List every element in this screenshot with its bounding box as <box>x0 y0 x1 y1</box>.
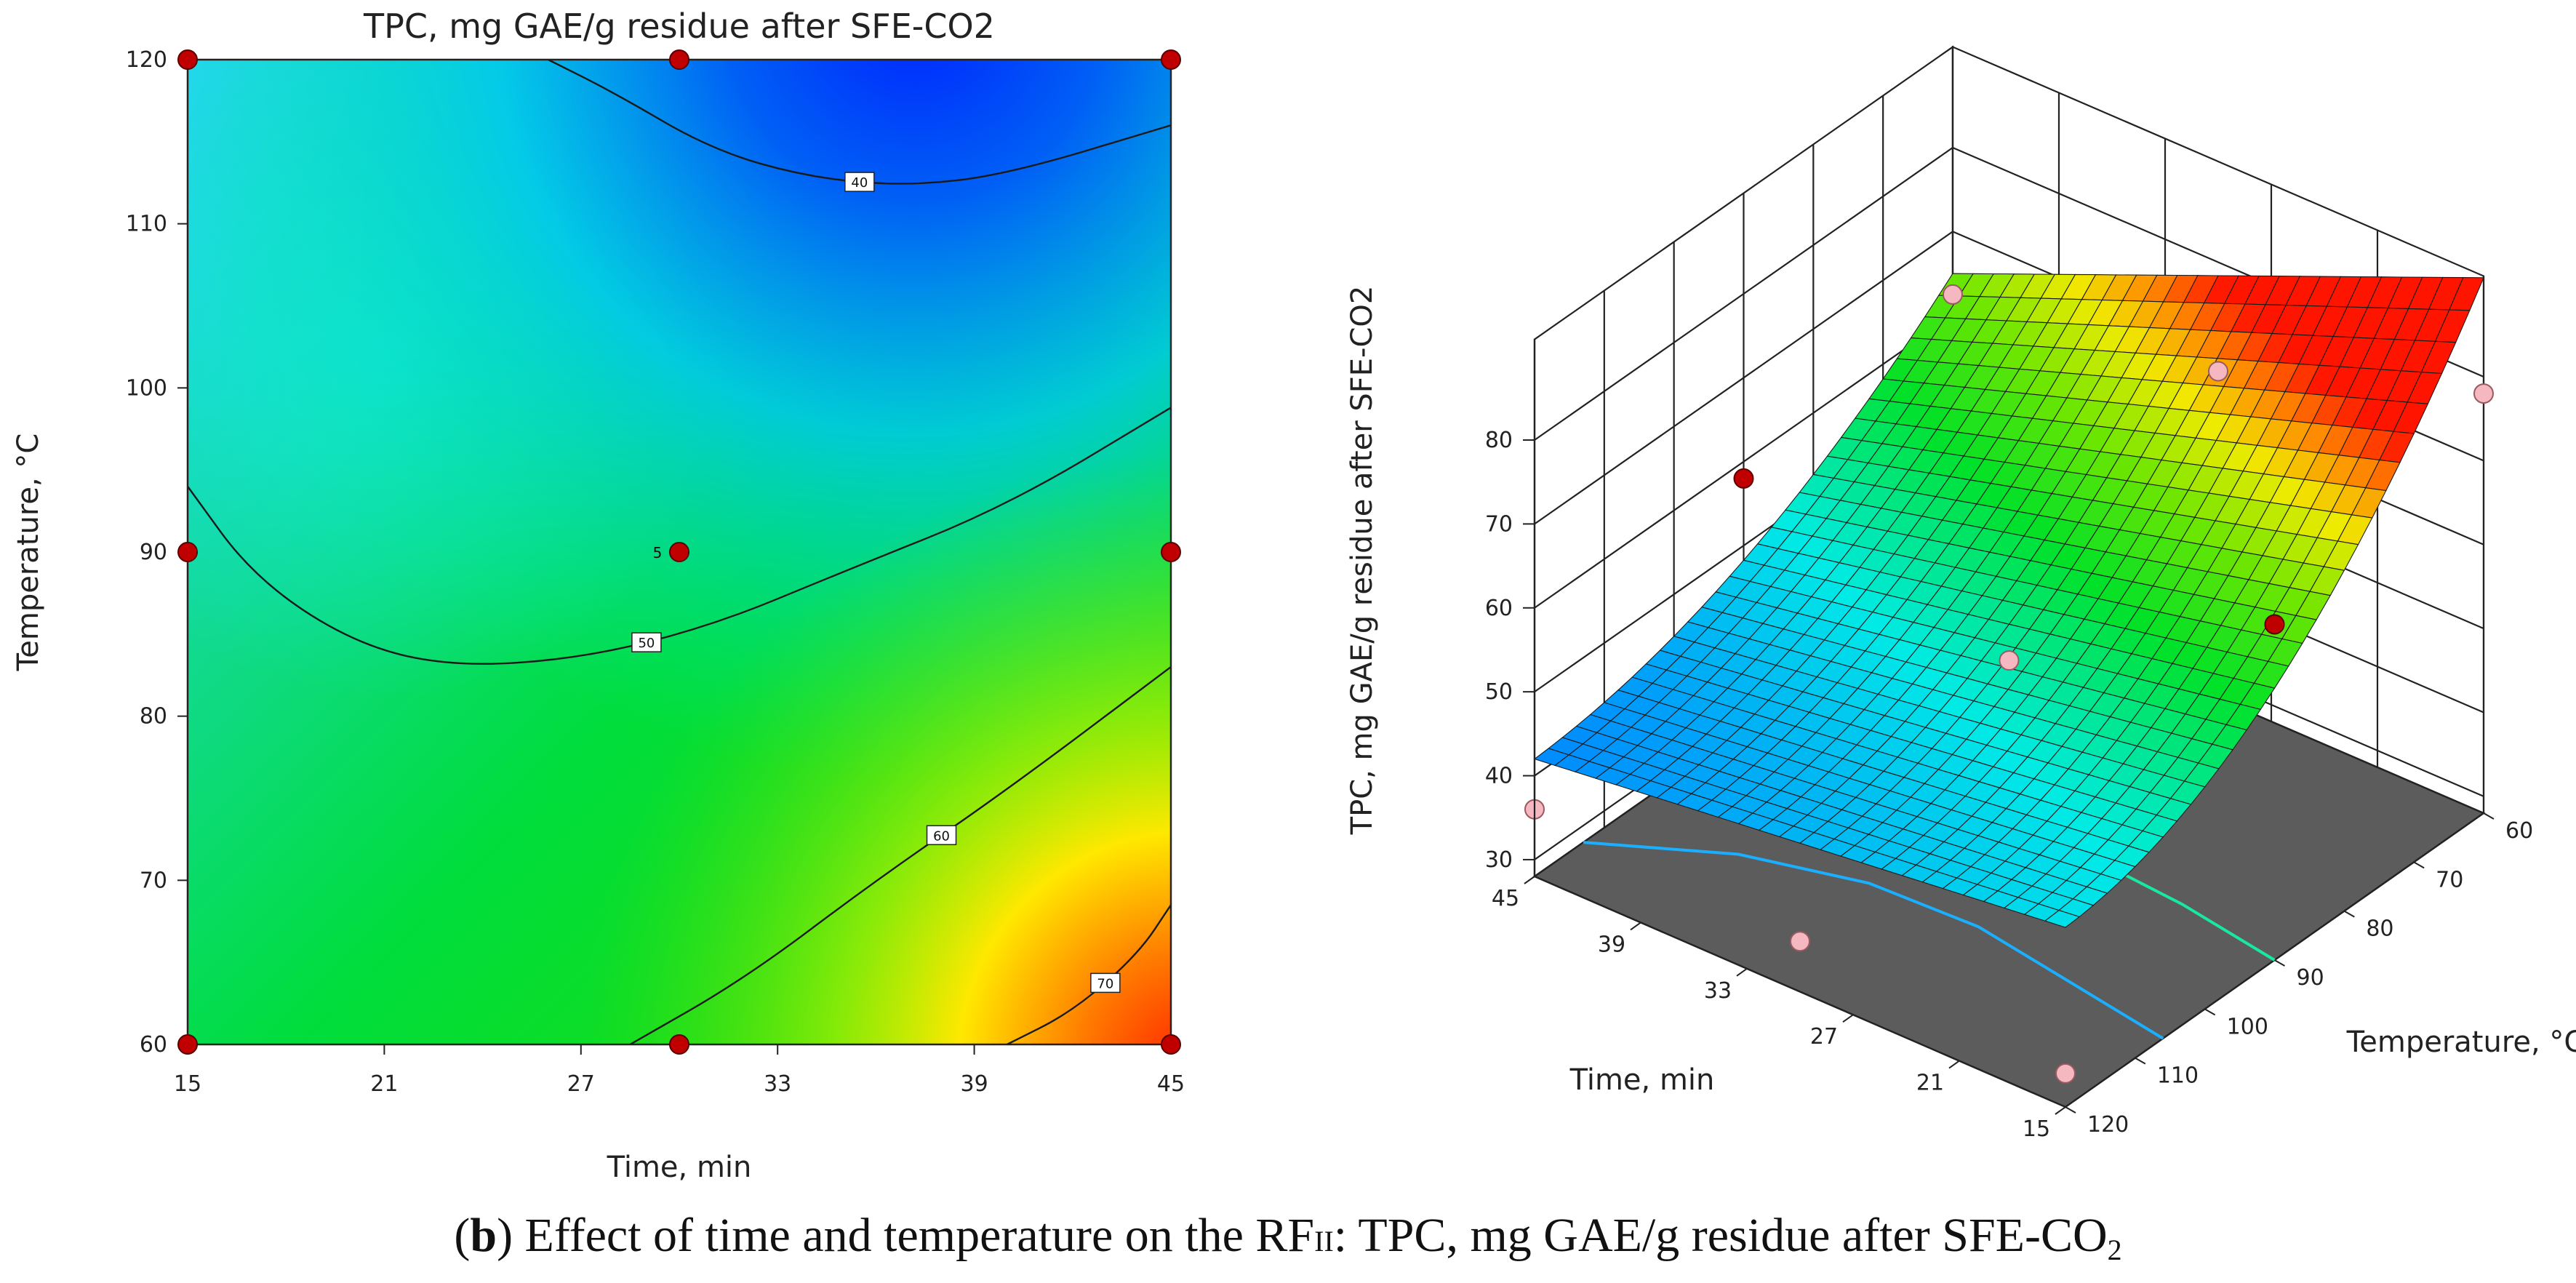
caption-subscript-2: 2 <box>2108 1234 2122 1266</box>
temperature-tick-label: 100 <box>2227 1014 2268 1039</box>
caption-text-2: : TPC, mg GAE/g residue after SFE-CO <box>1334 1209 2108 1262</box>
time-tick-label: 45 <box>1492 886 1519 911</box>
surface-design-point <box>2473 383 2494 404</box>
surface-design-point <box>1999 650 2020 671</box>
center-point-count: 5 <box>653 544 663 561</box>
surface-axes: 30 40 50 60 70 80 15 21 27 33 39 45 60 70 80 90 100 110 12… <box>1485 339 2533 1142</box>
surface-mesh <box>1533 273 2484 928</box>
design-point <box>1161 49 1181 70</box>
design-point <box>1161 542 1181 562</box>
surface-temperature-axis-label: Temperature, °C <box>2346 1026 2576 1059</box>
temperature-tick-label: 70 <box>2436 867 2463 892</box>
contour-line-70 <box>1007 904 1172 1046</box>
time-tick-mark <box>1736 967 1748 977</box>
temperature-tick-mark <box>2065 1106 2076 1114</box>
time-tick-label: 39 <box>1598 932 1625 957</box>
time-tick-mark <box>1948 1060 1960 1069</box>
surface-design-point <box>1790 931 1810 952</box>
y-tick-label: 70 <box>140 868 167 893</box>
time-tick-label: 33 <box>1704 978 1732 1004</box>
x-tick-label: 21 <box>370 1071 398 1097</box>
surface-design-point <box>2264 614 2285 635</box>
contour-line-50 <box>187 407 1172 665</box>
floor-contour <box>1583 841 2164 1040</box>
surface-time-axis-label: Time, min <box>1569 1063 1715 1097</box>
z-tick-label: 60 <box>1485 596 1513 621</box>
x-tick-label: 27 <box>567 1071 595 1097</box>
y-tick-label: 60 <box>140 1032 167 1058</box>
contour-line-40 <box>548 58 1172 185</box>
contour-lines: 40 50 60 70 <box>187 58 1172 1046</box>
design-point <box>1161 1034 1181 1055</box>
caption-label: b <box>470 1209 497 1262</box>
time-tick-mark <box>1524 876 1535 884</box>
temperature-tick-mark <box>2413 861 2425 869</box>
y-tick-label: 90 <box>140 540 167 565</box>
z-tick-label: 50 <box>1485 679 1513 705</box>
design-point <box>669 49 689 70</box>
surface-plot: 30 40 50 60 70 80 15 21 27 33 39 45 60 70 80 90 100 110 12… <box>1345 45 2576 1142</box>
contour-title: TPC, mg GAE/g residue after SFE-CO2 <box>363 7 995 46</box>
contour-label-box <box>1090 972 1121 994</box>
z-tick-label: 30 <box>1485 847 1513 873</box>
contour-label: 50 <box>638 636 655 651</box>
design-point <box>177 49 198 70</box>
surface-design-point <box>2208 361 2228 382</box>
x-tick-label: 45 <box>1157 1071 1185 1097</box>
z-tick-label: 40 <box>1485 764 1513 789</box>
contour-label: 70 <box>1097 976 1113 991</box>
contour-label-box <box>926 825 957 846</box>
design-point <box>669 542 689 562</box>
contour-design-points: 5 <box>177 49 1181 1055</box>
design-point <box>669 1034 689 1055</box>
time-tick-label: 15 <box>2023 1116 2050 1142</box>
caption-open: ( <box>454 1209 470 1262</box>
surface-z-axis-label: TPC, mg GAE/g residue after SFE-CO2 <box>1345 286 1379 836</box>
z-tick-label: 70 <box>1485 511 1513 537</box>
caption-subscript-1: II <box>1314 1225 1334 1258</box>
surface-design-point <box>1733 468 1754 489</box>
contour-line-60 <box>629 666 1172 1046</box>
temperature-tick-mark <box>2483 812 2495 820</box>
temperature-tick-label: 80 <box>2366 916 2393 942</box>
time-tick-mark <box>2055 1106 2066 1115</box>
y-tick-label: 100 <box>126 375 167 401</box>
contour-label: 60 <box>933 828 950 844</box>
temperature-tick-mark <box>2343 910 2355 918</box>
x-tick-label: 33 <box>764 1071 791 1097</box>
figure-caption: (b) Effect of time and temperature on th… <box>454 1209 2121 1266</box>
time-tick-mark <box>1842 1014 1854 1023</box>
caption-text-1: ) Effect of time and temperature on the … <box>497 1209 1314 1262</box>
time-tick-label: 21 <box>1916 1071 1944 1096</box>
x-tick-label: 39 <box>961 1071 988 1097</box>
design-point <box>177 1034 198 1055</box>
contour-y-axis-label: Temperature, °C <box>12 433 45 672</box>
temperature-tick-label: 90 <box>2297 965 2324 991</box>
contour-plot: TPC, mg GAE/g residue after SFE-CO2 40 50… <box>12 7 1185 1184</box>
contour-label: 40 <box>851 175 868 191</box>
temperature-tick-label: 110 <box>2157 1063 2199 1089</box>
temperature-tick-label: 120 <box>2087 1112 2129 1138</box>
temperature-tick-mark <box>2274 959 2285 967</box>
contour-x-axis-label: Time, min <box>607 1151 752 1184</box>
temperature-tick-mark <box>2135 1057 2146 1065</box>
y-tick-label: 120 <box>126 47 167 73</box>
temperature-tick-label: 60 <box>2505 818 2533 844</box>
surface-design-point <box>2055 1063 2076 1084</box>
surface-cell <box>2044 909 2081 928</box>
temperature-tick-mark <box>2204 1008 2216 1016</box>
z-tick-label: 80 <box>1485 428 1513 453</box>
y-tick-label: 80 <box>140 704 167 730</box>
time-tick-label: 27 <box>1810 1024 1838 1050</box>
time-tick-mark <box>1630 922 1641 931</box>
surface-design-point <box>1943 284 1963 305</box>
contour-label-box <box>631 632 662 652</box>
contour-label-box <box>844 172 875 192</box>
design-point <box>177 542 198 562</box>
y-tick-label: 110 <box>126 212 167 237</box>
x-tick-label: 15 <box>174 1071 201 1097</box>
